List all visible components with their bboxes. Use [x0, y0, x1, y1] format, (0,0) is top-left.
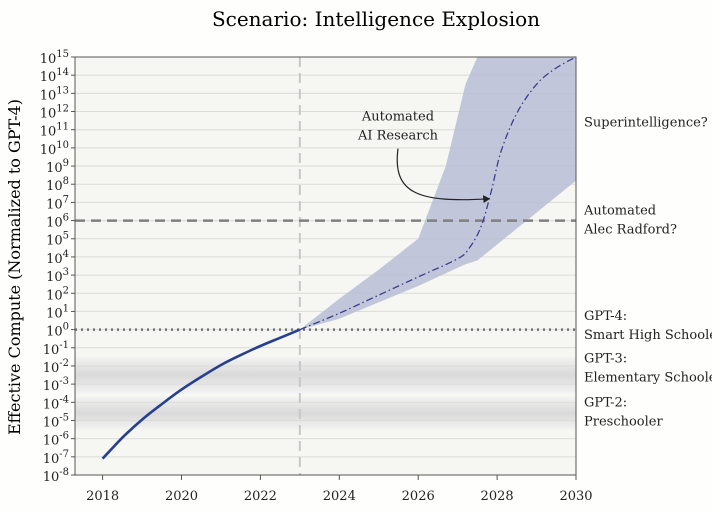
y-tick-label: 102: [46, 285, 69, 303]
y-tick-label: 108: [46, 176, 69, 194]
y-tick-label: 1013: [40, 85, 69, 103]
plot-border: [74, 56, 577, 476]
y-tick-label: 100: [46, 322, 69, 340]
y-tick-label: 10-8: [43, 467, 69, 485]
y-tick-label: 101: [46, 303, 69, 321]
y-tick-label: 10-5: [43, 412, 69, 430]
uncertainty-band: [299, 57, 576, 330]
x-tick-label: 2028: [481, 489, 514, 504]
x-tick-label: 2026: [402, 489, 435, 504]
chart-title: Scenario: Intelligence Explosion: [212, 7, 540, 31]
y-tick-label: 10-2: [43, 358, 69, 376]
y-tick-label: 10-4: [43, 394, 69, 412]
x-tick-label: 2020: [165, 489, 198, 504]
y-tick-label: 10-1: [43, 340, 69, 358]
y-tick-label: 1012: [40, 104, 69, 122]
annotation-arrow: [396, 148, 491, 204]
plot-area: 2018 2020 2022 2024 2026 2028 2030 10-810-710-6…: [40, 49, 712, 504]
label-gpt3: GPT-3: Elementary Schooler: [584, 352, 712, 386]
y-tick-label: 10-7: [43, 449, 69, 467]
label-superintelligence: Superintelligence?: [584, 115, 708, 130]
label-gpt2: GPT-2: Preschooler: [584, 395, 663, 429]
y-tick-label: 1014: [40, 67, 69, 85]
x-tick-label: 2022: [244, 489, 277, 504]
y-tick-label: 10-3: [43, 376, 69, 394]
x-tick-label: 2024: [323, 489, 356, 504]
y-tick-label: 1011: [40, 122, 69, 140]
y-tick-label: 109: [46, 158, 69, 176]
y-tick-label: 1015: [40, 49, 69, 67]
historical-compute-line: [101, 328, 301, 460]
y-axis-label: Effective Compute (Normalized to GPT-4): [5, 99, 24, 435]
shaded-band-0: [75, 356, 576, 394]
label-automated-ai-research: Automated AI Research: [357, 110, 439, 144]
projected-compute-line: [299, 56, 577, 331]
label-gpt4: GPT-4: Smart High Schooler: [584, 309, 712, 343]
x-tick-label: 2018: [86, 489, 119, 504]
label-automated-alec-radford: Automated Alec Radford?: [583, 203, 677, 237]
y-tick-label: 1010: [40, 140, 69, 158]
y-tick-label: 10-6: [43, 431, 69, 449]
y-tick-label: 106: [46, 213, 69, 231]
y-tick-label: 107: [46, 194, 69, 212]
x-tick-label: 2030: [559, 489, 592, 504]
y-tick-label: 103: [46, 267, 69, 285]
y-tick-label: 105: [46, 231, 69, 249]
y-tick-label: 104: [46, 249, 69, 267]
